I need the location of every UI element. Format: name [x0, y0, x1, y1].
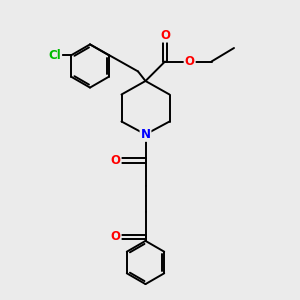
- Text: O: O: [110, 154, 121, 167]
- Text: Cl: Cl: [48, 49, 61, 62]
- Text: O: O: [110, 230, 121, 244]
- Text: O: O: [184, 55, 195, 68]
- Text: O: O: [160, 28, 170, 42]
- Text: N: N: [140, 128, 151, 141]
